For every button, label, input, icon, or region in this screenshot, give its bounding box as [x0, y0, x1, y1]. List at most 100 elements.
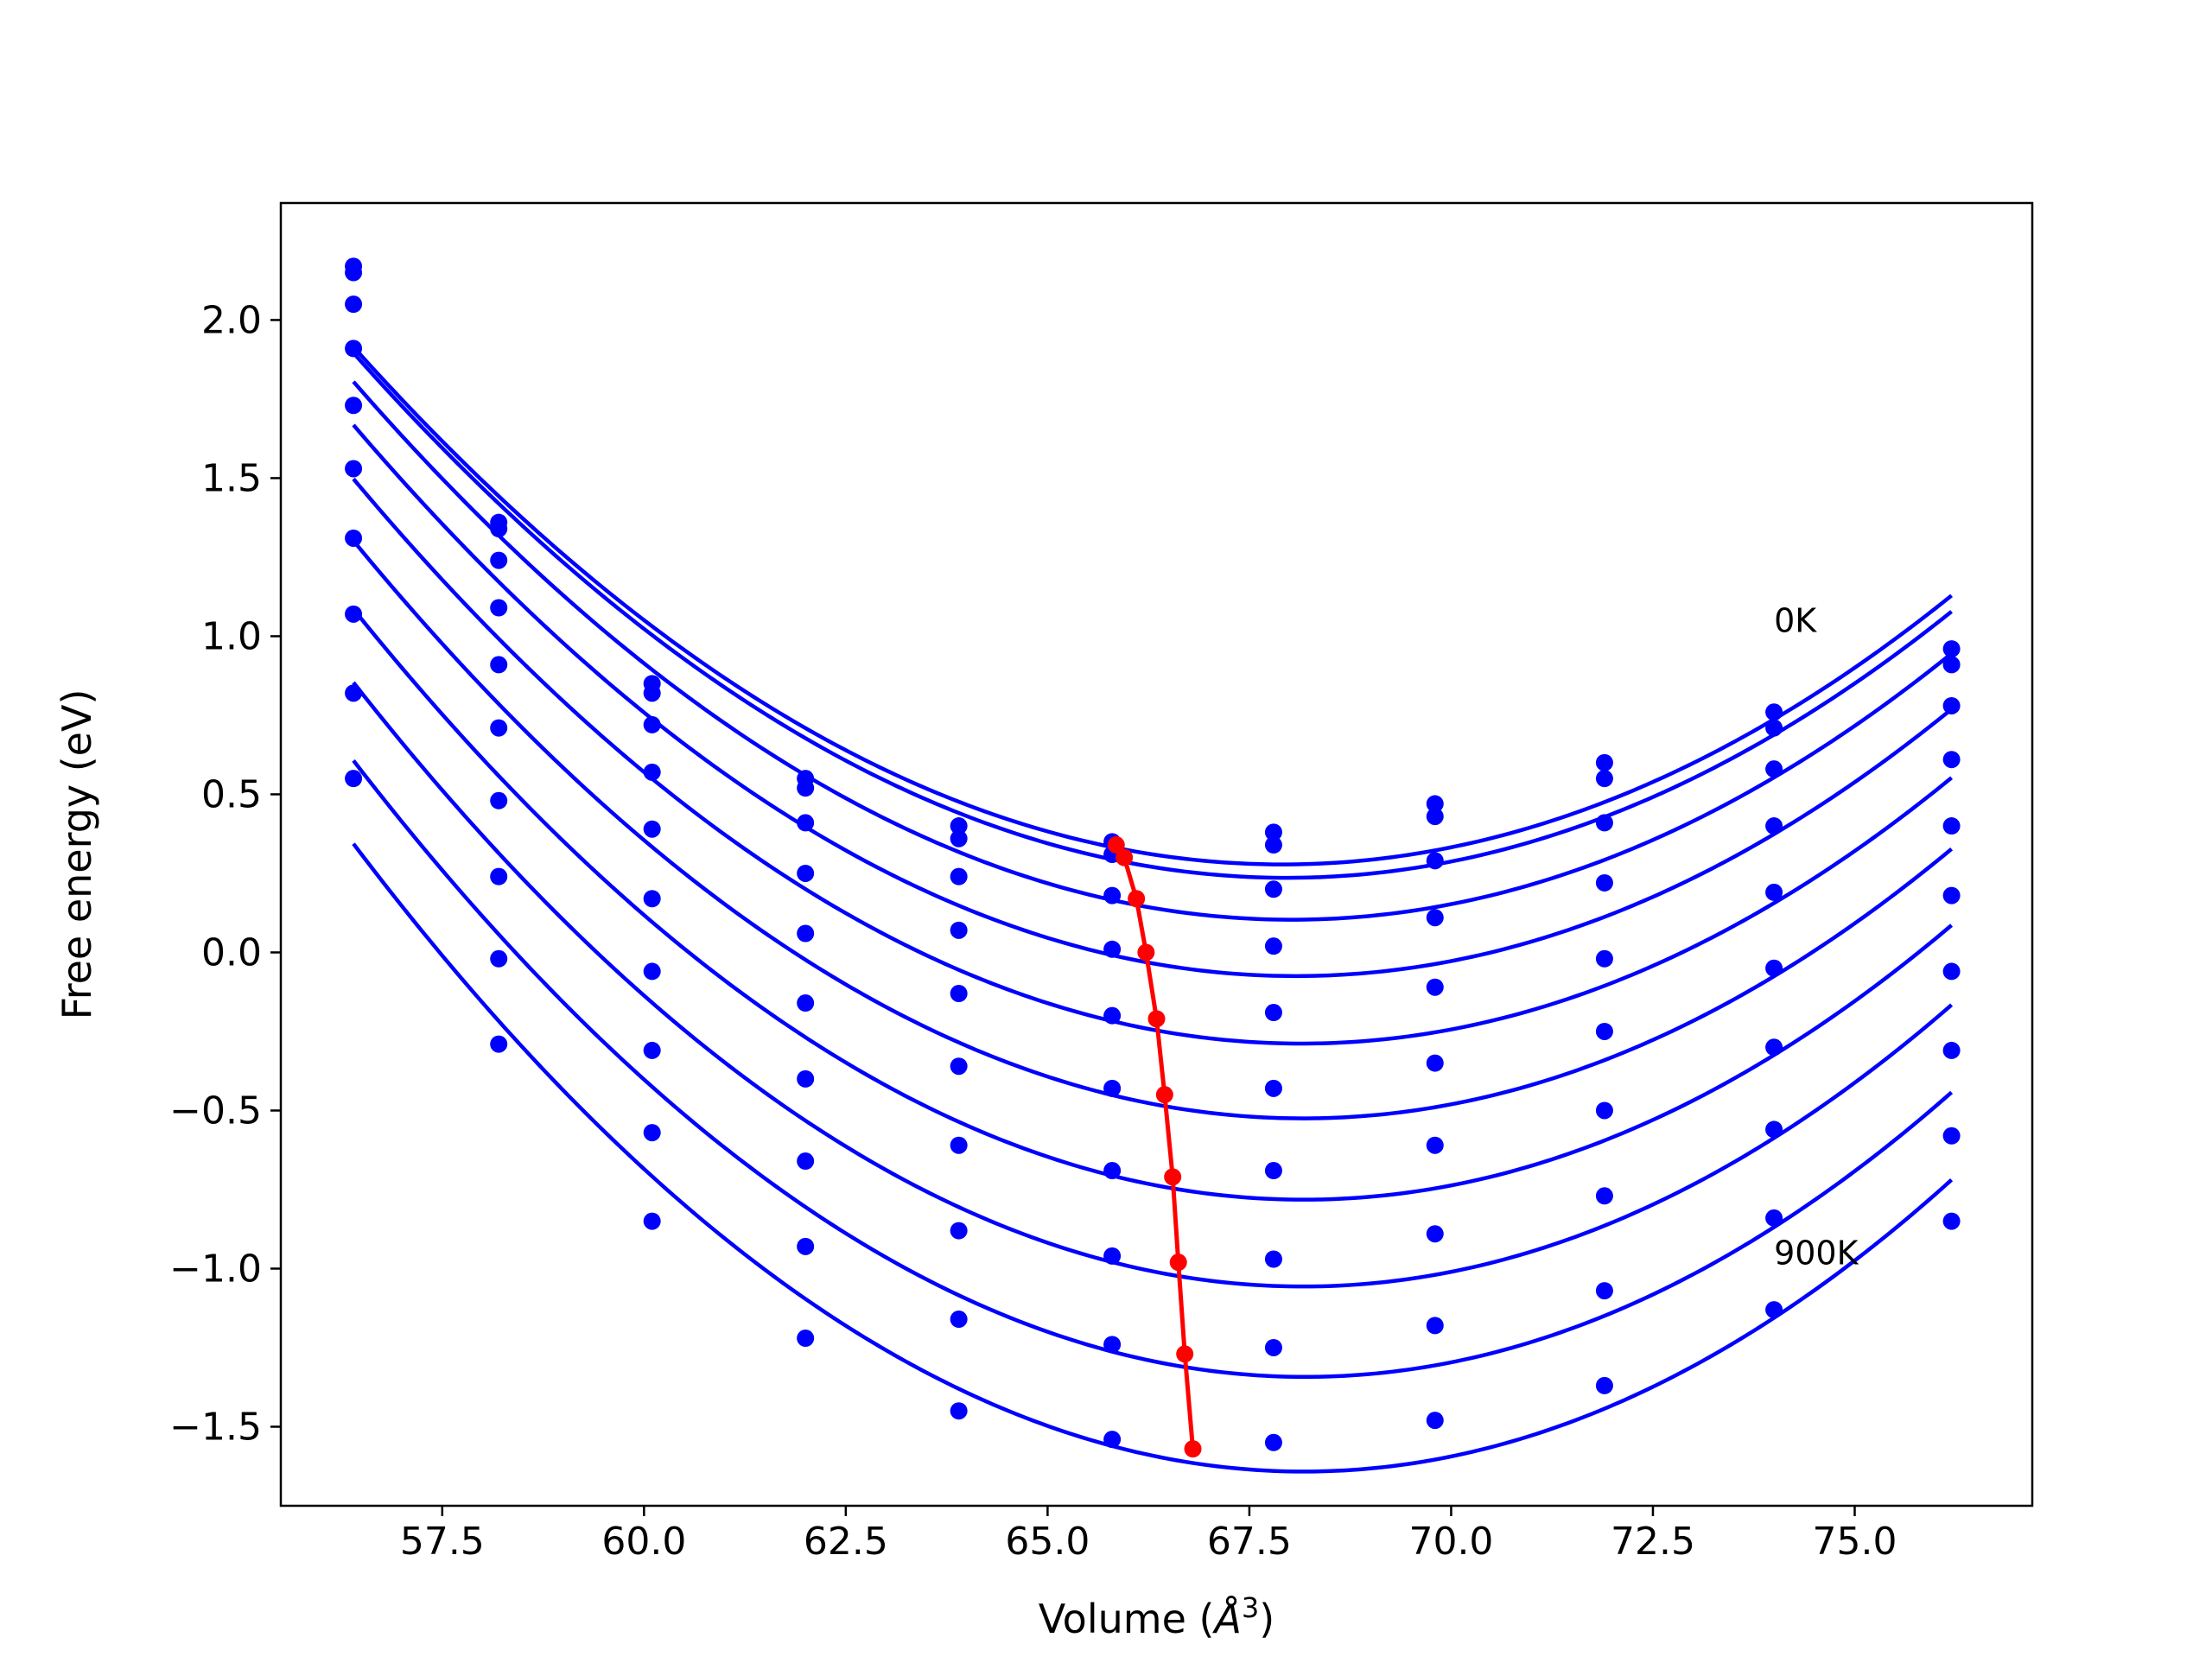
series-200K — [345, 295, 1961, 922]
fit-curve-300K — [352, 423, 1954, 979]
x-tick-label: 57.5 — [400, 1520, 485, 1564]
data-point-200K-5 — [1103, 886, 1122, 904]
data-point-200K-4 — [950, 867, 968, 885]
data-point-500K-7 — [1426, 1054, 1444, 1072]
data-point-100K-10 — [1942, 656, 1961, 674]
data-point-300K-6 — [1264, 937, 1282, 955]
minimum-line-path — [1114, 843, 1196, 1450]
axes-frame — [279, 201, 2034, 1507]
x-axis: 57.5 60.0 62.5 65.0 67.5 70.0 72.5 75.0 — [400, 1506, 1897, 1564]
data-point-100K-7 — [1426, 808, 1444, 826]
data-point-500K-6 — [1264, 1079, 1282, 1097]
data-point-600K-6 — [1264, 1162, 1282, 1180]
data-point-900K-8 — [1595, 1376, 1613, 1394]
series-100K — [345, 263, 1961, 880]
data-point-100K-2 — [643, 684, 661, 702]
x-tick-label: 62.5 — [804, 1520, 888, 1564]
data-point-500K-2 — [643, 890, 661, 908]
data-point-500K-0 — [345, 460, 363, 478]
data-point-600K-5 — [1103, 1162, 1122, 1180]
data-point-0K-10 — [1942, 640, 1961, 658]
minimum-point-2 — [1128, 890, 1146, 908]
data-point-200K-7 — [1426, 852, 1444, 870]
data-point-900K-1 — [490, 1035, 508, 1053]
minimum-point-4 — [1147, 1010, 1166, 1028]
fit-curve-200K — [352, 380, 1953, 922]
data-point-900K-6 — [1264, 1433, 1282, 1451]
data-point-500K-5 — [1103, 1079, 1122, 1097]
data-point-700K-8 — [1595, 1187, 1613, 1205]
data-point-200K-3 — [797, 814, 815, 832]
x-tick-label: 75.0 — [1813, 1520, 1897, 1564]
data-point-0K-4 — [950, 817, 968, 835]
x-axis-label: Volume (Å3) — [1039, 1591, 1274, 1642]
series-800K — [345, 684, 1961, 1380]
data-point-300K-10 — [1942, 751, 1961, 769]
fit-curve-400K — [352, 477, 1954, 1046]
data-point-400K-4 — [950, 985, 968, 1003]
data-point-400K-5 — [1103, 1006, 1122, 1025]
series-700K — [345, 605, 1961, 1289]
data-point-0K-9 — [1765, 703, 1783, 721]
data-point-800K-9 — [1765, 1209, 1783, 1227]
y-tick-label: −1.5 — [169, 1405, 262, 1449]
data-point-800K-3 — [797, 1237, 815, 1255]
data-point-100K-3 — [797, 779, 815, 797]
series-600K — [345, 529, 1961, 1202]
x-tick-label: 60.0 — [601, 1520, 686, 1564]
y-tick-label: −0.5 — [169, 1089, 262, 1133]
data-point-600K-9 — [1765, 1038, 1783, 1057]
data-point-400K-2 — [643, 820, 661, 838]
data-point-0K-6 — [1264, 823, 1282, 841]
series-300K — [345, 340, 1961, 979]
fit-curve-900K — [352, 842, 1954, 1474]
data-point-600K-8 — [1595, 1101, 1613, 1120]
y-axis-label: Free energy (eV) — [54, 689, 100, 1020]
y-tick-label: 0.0 — [201, 930, 262, 974]
data-point-600K-0 — [345, 529, 363, 547]
minimum-point-5 — [1155, 1086, 1173, 1104]
data-point-100K-4 — [950, 829, 968, 847]
data-point-800K-4 — [950, 1311, 968, 1329]
y-axis: −1.5 −1.0 −0.5 0.0 0.5 1.0 1.5 2.0 — [169, 298, 281, 1449]
minimum-point-1 — [1116, 848, 1134, 866]
data-point-100K-9 — [1765, 719, 1783, 737]
data-point-300K-7 — [1426, 909, 1444, 927]
data-point-200K-1 — [490, 551, 508, 569]
data-point-800K-7 — [1426, 1317, 1444, 1335]
data-point-900K-5 — [1103, 1431, 1122, 1449]
data-point-300K-4 — [950, 921, 968, 939]
data-point-500K-4 — [950, 1057, 968, 1076]
data-point-400K-6 — [1264, 1004, 1282, 1022]
data-point-800K-10 — [1942, 1127, 1961, 1145]
data-point-0K-7 — [1426, 795, 1444, 813]
data-point-400K-3 — [797, 924, 815, 943]
fit-curve-700K — [352, 681, 1954, 1289]
x-tick-label: 72.5 — [1611, 1520, 1695, 1564]
data-point-700K-9 — [1765, 1120, 1783, 1139]
fit-curve-600K — [352, 607, 1954, 1202]
data-point-900K-0 — [345, 770, 363, 788]
x-axis-label-text: Volume ( — [1039, 1596, 1215, 1642]
minimum-line — [1107, 836, 1202, 1458]
fit-curve-0K — [352, 346, 1953, 866]
minimum-point-7 — [1169, 1254, 1187, 1272]
data-point-500K-3 — [797, 994, 815, 1012]
x-axis-label-exponent: 3 — [1242, 1591, 1259, 1624]
data-point-700K-2 — [643, 1041, 661, 1059]
data-point-700K-5 — [1103, 1247, 1122, 1265]
minimum-point-3 — [1137, 943, 1155, 962]
data-point-200K-8 — [1595, 814, 1613, 832]
series-0K — [345, 257, 1961, 866]
data-point-400K-10 — [1942, 817, 1961, 835]
data-point-700K-1 — [490, 867, 508, 885]
minimum-point-6 — [1164, 1168, 1182, 1186]
data-point-400K-7 — [1426, 978, 1444, 996]
data-point-900K-7 — [1426, 1412, 1444, 1430]
data-point-300K-8 — [1595, 873, 1613, 892]
y-tick-label: 0.5 — [201, 772, 262, 816]
data-point-800K-5 — [1103, 1336, 1122, 1354]
data-point-300K-9 — [1765, 817, 1783, 835]
data-point-800K-1 — [490, 949, 508, 968]
